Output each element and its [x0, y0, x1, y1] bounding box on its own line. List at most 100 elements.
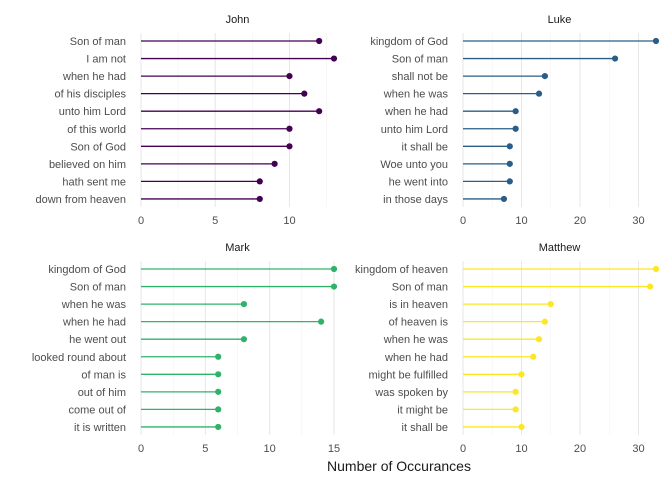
- john-category-label: unto him Lord: [59, 106, 126, 118]
- john-x-tick-label: 0: [138, 215, 144, 227]
- luke-category-label: when he had: [384, 106, 448, 118]
- mark-category-label: out of him: [78, 387, 126, 399]
- john-category-label: Son of God: [70, 141, 126, 153]
- matthew-category-label: it might be: [397, 404, 448, 416]
- luke-category-label: unto him Lord: [381, 124, 448, 136]
- matthew-point: [518, 423, 525, 431]
- mark-point: [215, 406, 222, 413]
- mark-point: [215, 353, 222, 360]
- mark-x-tick-label: 10: [264, 443, 276, 455]
- matthew-category-label: was spoken by: [374, 387, 448, 399]
- john-category-label: hath sent me: [62, 176, 126, 188]
- luke-point: [541, 73, 548, 80]
- john-point: [256, 195, 263, 203]
- matthew-category-label: it shall be: [402, 422, 448, 434]
- john-category-label: of his disciples: [54, 89, 126, 101]
- luke-point: [500, 195, 508, 203]
- mark-category-label: Son of man: [70, 282, 126, 294]
- luke-x-tick-label: 30: [632, 215, 644, 227]
- luke-category-label: it shall be: [402, 141, 448, 153]
- matthew-point: [647, 283, 654, 290]
- john-category-label: when he had: [62, 71, 126, 83]
- john-category-label: Son of man: [70, 36, 126, 48]
- john-point: [256, 178, 263, 185]
- mark-point: [318, 318, 325, 325]
- mark-category-label: when he had: [62, 317, 126, 329]
- luke-point: [652, 37, 660, 45]
- luke-x-tick-label: 0: [460, 215, 466, 227]
- matthew-x-tick-label: 20: [574, 443, 586, 455]
- luke-category-label: Son of man: [392, 54, 448, 66]
- matthew-category-label: is in heaven: [389, 299, 448, 311]
- john-point: [286, 143, 293, 150]
- matthew-point: [512, 388, 519, 395]
- luke-category-label: he went into: [389, 176, 448, 188]
- mark-category-label: looked round about: [32, 352, 126, 364]
- john-point: [316, 37, 323, 45]
- john-category-label: believed on him: [49, 159, 126, 171]
- matthew-point: [512, 406, 519, 413]
- mark-category-label: it is written: [74, 422, 126, 434]
- mark-point: [240, 336, 248, 343]
- john-category-label: I am not: [86, 54, 126, 66]
- luke-category-label: shall not be: [392, 71, 448, 83]
- mark-point: [215, 371, 222, 378]
- mark-point: [215, 423, 222, 431]
- matthew-x-tick-label: 10: [515, 443, 527, 455]
- matthew-point: [535, 336, 543, 343]
- matthew-category-label: might be fulfilled: [369, 369, 449, 381]
- luke-point: [506, 178, 513, 185]
- john-point: [271, 160, 278, 167]
- matthew-point: [541, 318, 548, 325]
- mark-point: [240, 301, 248, 308]
- luke-point: [512, 125, 519, 132]
- luke-category-label: when he was: [383, 89, 449, 101]
- mark-category-label: kingdom of God: [48, 264, 126, 276]
- mark-point: [215, 388, 222, 395]
- matthew-category-label: when he had: [384, 352, 448, 364]
- luke-x-tick-label: 10: [515, 215, 527, 227]
- matthew-point: [530, 353, 537, 360]
- mark-category-label: he went out: [69, 334, 126, 346]
- john-category-label: down from heaven: [36, 194, 127, 206]
- john-point: [301, 90, 308, 97]
- john-point: [330, 55, 338, 62]
- matthew-point: [547, 301, 554, 308]
- john-category-label: of this world: [67, 124, 126, 136]
- luke-category-label: Woe unto you: [380, 159, 448, 171]
- luke-category-label: in those days: [383, 194, 448, 206]
- luke-point: [535, 90, 543, 97]
- john-point: [286, 73, 293, 80]
- luke-x-tick-label: 20: [574, 215, 586, 227]
- luke-point: [512, 108, 519, 115]
- luke-point: [506, 143, 513, 150]
- john-point: [316, 108, 323, 115]
- mark-category-label: when he was: [61, 299, 127, 311]
- mark-x-tick-label: 5: [202, 443, 208, 455]
- matthew-category-label: when he was: [383, 334, 449, 346]
- matthew-category-label: kingdom of heaven: [355, 264, 448, 276]
- mark-facet-title: Mark: [225, 242, 250, 254]
- matthew-point: [652, 265, 660, 273]
- matthew-x-tick-label: 0: [460, 443, 466, 455]
- mark-point: [330, 265, 338, 273]
- matthew-facet-title: Matthew: [539, 242, 581, 254]
- mark-point: [330, 283, 338, 290]
- luke-point: [506, 160, 513, 167]
- john-x-tick-label: 10: [283, 215, 295, 227]
- john-x-tick-label: 5: [212, 215, 218, 227]
- x-axis-title: Number of Occurances: [327, 458, 471, 474]
- john-facet-title: John: [226, 14, 250, 26]
- mark-x-tick-label: 15: [328, 443, 340, 455]
- matthew-category-label: of heaven is: [389, 317, 449, 329]
- luke-facet-title: Luke: [548, 14, 572, 26]
- john-point: [286, 125, 293, 132]
- mark-x-tick-label: 0: [138, 443, 144, 455]
- matthew-x-tick-label: 30: [632, 443, 644, 455]
- luke-point: [611, 55, 619, 62]
- mark-category-label: of man is: [81, 369, 126, 381]
- matthew-point: [518, 371, 525, 378]
- matthew-category-label: Son of man: [392, 282, 448, 294]
